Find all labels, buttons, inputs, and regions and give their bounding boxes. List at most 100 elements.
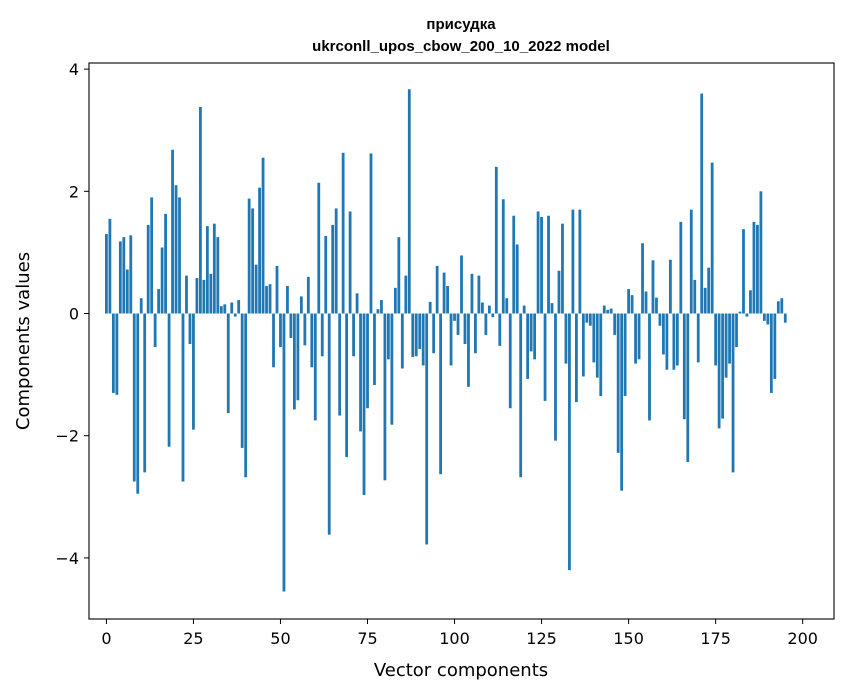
bar-127: [547, 215, 550, 314]
x-tick-label: 50: [270, 629, 290, 648]
bar-99: [449, 313, 453, 366]
bar-71: [352, 313, 355, 357]
bar-123: [533, 313, 536, 360]
bar-9: [136, 313, 140, 494]
bar-180: [731, 313, 735, 473]
y-tick-label: −2: [55, 427, 79, 446]
bar-116: [508, 313, 512, 409]
bar-142: [599, 313, 603, 396]
bar-35: [226, 313, 230, 414]
bar-56: [299, 296, 303, 314]
bar-135: [574, 313, 578, 403]
bar-70: [348, 211, 352, 314]
bar-33: [219, 306, 223, 314]
bar-41: [247, 198, 251, 314]
bar-54: [293, 313, 296, 410]
bar-57: [303, 313, 307, 346]
bar-129: [554, 313, 557, 441]
bar-43: [254, 264, 258, 314]
bar-185: [749, 290, 752, 314]
bar-173: [707, 267, 711, 314]
bar-14: [153, 313, 157, 348]
bar-194: [780, 298, 784, 314]
bar-28: [202, 279, 206, 314]
bar-76: [369, 153, 373, 314]
x-tick-label: 75: [357, 629, 377, 648]
bar-153: [637, 313, 641, 360]
bar-174: [710, 162, 714, 314]
bar-86: [404, 275, 408, 314]
chart-title-line-2: ukrconll_upos_cbow_200_10_2022 model: [312, 38, 610, 55]
bar-82: [390, 313, 394, 425]
bar-3: [115, 313, 119, 395]
bar-31: [212, 223, 216, 314]
bar-131: [561, 223, 564, 314]
bar-64: [327, 313, 331, 535]
bar-72: [355, 293, 359, 314]
bar-22: [181, 313, 185, 482]
bar-19: [171, 149, 174, 314]
bar-114: [501, 199, 505, 314]
bar-155: [644, 291, 648, 314]
bar-166: [682, 313, 686, 420]
bar-177: [721, 313, 724, 419]
bar-121: [526, 313, 530, 379]
bar-91: [421, 313, 425, 366]
bar-77: [373, 313, 376, 385]
bar-85: [400, 313, 404, 369]
bar-59: [310, 313, 314, 368]
bar-115: [505, 298, 509, 314]
bar-73: [359, 313, 362, 432]
bar-52: [286, 286, 289, 314]
bar-83: [393, 287, 397, 314]
bar-171: [700, 93, 704, 314]
x-tick-label: 25: [183, 629, 203, 648]
bar-150: [627, 289, 630, 314]
bar-109: [484, 313, 488, 335]
bar-29: [205, 226, 209, 314]
bar-37: [233, 313, 237, 317]
bar-179: [728, 313, 731, 364]
plot-frame: [88, 62, 835, 620]
bar-36: [230, 302, 234, 314]
bar-112: [494, 166, 498, 314]
bars-group: [105, 89, 787, 592]
bar-133: [568, 313, 571, 571]
bar-102: [460, 255, 463, 314]
bar-55: [296, 313, 300, 401]
bar-75: [366, 313, 369, 409]
bar-13: [150, 197, 154, 314]
bar-141: [595, 313, 599, 378]
bar-21: [178, 197, 181, 314]
bar-175: [714, 313, 718, 366]
bar-143: [602, 305, 606, 314]
bar-138: [585, 313, 589, 323]
bar-188: [759, 191, 763, 314]
bar-97: [442, 272, 446, 314]
bar-184: [745, 313, 749, 317]
bar-147: [616, 313, 620, 453]
bar-84: [397, 237, 401, 314]
bar-107: [477, 275, 481, 314]
bar-10: [139, 298, 143, 314]
bar-66: [334, 208, 338, 314]
bar-48: [272, 313, 275, 368]
bar-101: [456, 313, 460, 335]
bar-44: [258, 187, 261, 314]
bar-134: [571, 209, 575, 314]
bar-45: [261, 157, 265, 314]
bar-23: [185, 275, 188, 314]
bar-157: [651, 260, 655, 314]
bar-189: [762, 313, 766, 321]
bar-124: [536, 211, 540, 314]
bar-2: [111, 313, 115, 393]
bar-20: [174, 185, 178, 314]
bar-128: [550, 303, 554, 314]
bar-6: [125, 269, 129, 314]
bar-42: [251, 208, 255, 314]
bar-65: [331, 224, 335, 314]
bar-61: [317, 182, 321, 314]
bar-183: [742, 229, 745, 314]
bar-130: [557, 270, 561, 314]
